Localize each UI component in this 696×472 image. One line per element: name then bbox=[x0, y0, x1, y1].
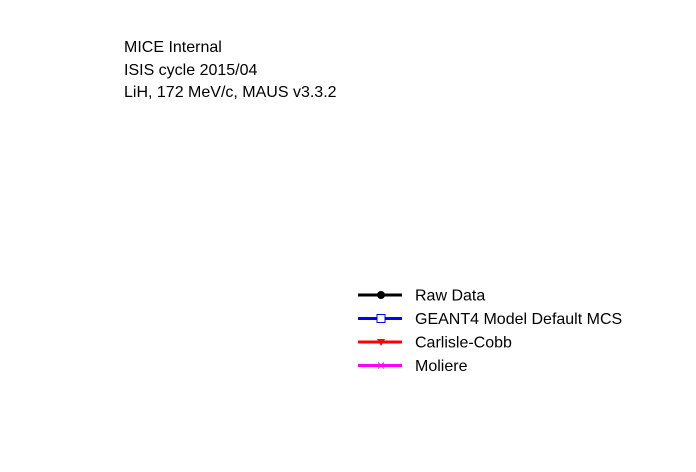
legend-entry-3: Carlisle-Cobb bbox=[358, 335, 512, 352]
legend-marker-1 bbox=[377, 291, 385, 299]
legend-marker-2 bbox=[376, 314, 386, 323]
legend-entry-1: Raw Data bbox=[358, 288, 485, 305]
legend-label-1: Raw Data bbox=[415, 288, 485, 305]
legend-label-4: Moliere bbox=[415, 358, 468, 375]
legend-entry-2: GEANT4 Model Default MCS bbox=[358, 311, 622, 328]
chart-title-block: MICE Internal ISIS cycle 2015/04 LiH, 17… bbox=[124, 37, 337, 105]
title-line-2: ISIS cycle 2015/04 bbox=[124, 61, 258, 79]
legend-label-2: GEANT4 Model Default MCS bbox=[415, 311, 622, 328]
legend-marker-4 bbox=[377, 362, 385, 369]
title-line-3: LiH, 172 MeV/c, MAUS v3.3.2 bbox=[124, 84, 337, 101]
legend-entry-4: Moliere bbox=[358, 358, 468, 375]
title-line-1: MICE Internal bbox=[124, 39, 222, 56]
legend-label-3: Carlisle-Cobb bbox=[415, 335, 512, 352]
legend-marker-3 bbox=[377, 339, 385, 346]
